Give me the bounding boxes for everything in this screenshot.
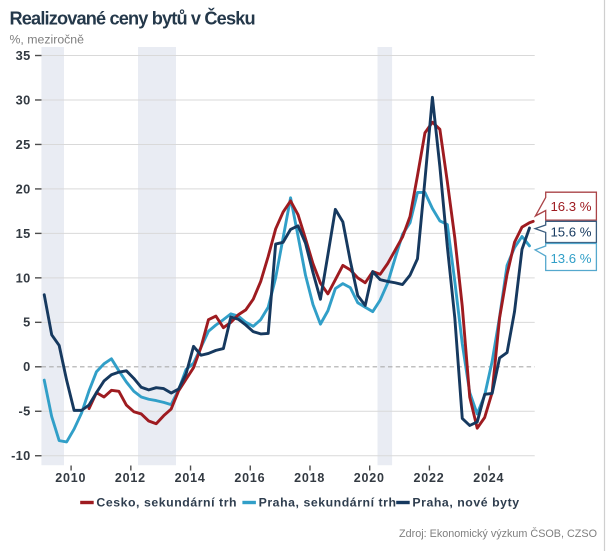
svg-text:Praha, sekundární trh: Praha, sekundární trh [259,495,397,509]
svg-text:25: 25 [16,137,31,152]
svg-text:%, meziročně: %, meziročně [10,33,85,47]
svg-text:2018: 2018 [294,471,325,485]
svg-text:35: 35 [16,48,31,63]
svg-text:30: 30 [16,92,31,107]
svg-text:Zdroj: Ekonomický výzkum ČSOB,: Zdroj: Ekonomický výzkum ČSOB, CZSO [399,527,597,540]
svg-text:2024: 2024 [473,471,504,485]
svg-text:0: 0 [23,359,30,374]
svg-text:2016: 2016 [234,471,265,485]
svg-text:Realizované ceny bytů v Česku: Realizované ceny bytů v Česku [10,8,255,29]
svg-text:Cesko, sekundární trh: Cesko, sekundární trh [96,495,237,509]
svg-text:2020: 2020 [354,471,385,485]
svg-text:2022: 2022 [414,471,445,485]
svg-text:20: 20 [16,181,31,196]
svg-text:2010: 2010 [55,471,86,485]
svg-text:15: 15 [16,226,31,241]
svg-text:13.6 %: 13.6 % [550,251,591,266]
svg-text:2012: 2012 [115,471,146,485]
svg-text:16.3 %: 16.3 % [550,199,591,214]
svg-text:15.6 %: 15.6 % [550,225,591,240]
svg-text:2014: 2014 [175,471,206,485]
svg-text:-10: -10 [11,448,30,463]
svg-text:10: 10 [16,270,31,285]
svg-text:-5: -5 [19,404,31,419]
svg-text:5: 5 [23,315,30,330]
svg-text:Praha, nové byty: Praha, nové byty [412,495,519,509]
